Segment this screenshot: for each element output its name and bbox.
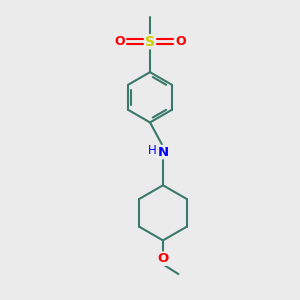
- Text: N: N: [158, 146, 169, 158]
- Text: O: O: [175, 35, 186, 48]
- Text: O: O: [157, 252, 169, 265]
- Text: S: S: [145, 35, 155, 49]
- Text: O: O: [114, 35, 125, 48]
- Text: H: H: [148, 144, 157, 157]
